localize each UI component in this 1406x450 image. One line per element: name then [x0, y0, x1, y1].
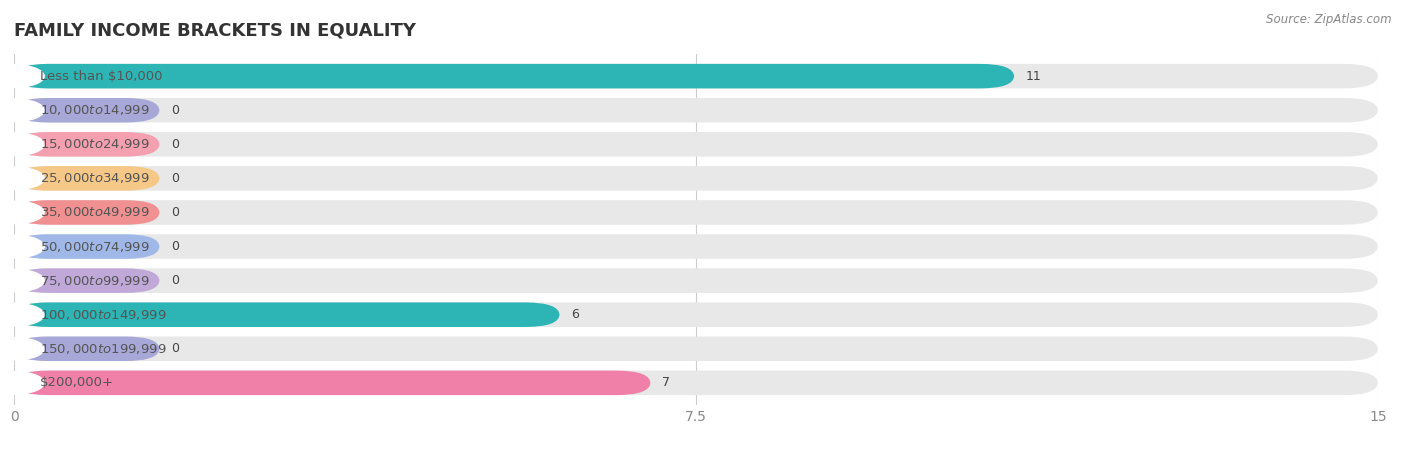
Text: $15,000 to $24,999: $15,000 to $24,999 — [39, 137, 149, 151]
Text: 6: 6 — [571, 308, 579, 321]
Text: $100,000 to $149,999: $100,000 to $149,999 — [39, 308, 166, 322]
Circle shape — [0, 167, 44, 189]
Circle shape — [0, 338, 44, 360]
FancyBboxPatch shape — [14, 166, 1378, 191]
Text: 11: 11 — [1026, 70, 1042, 83]
Text: $200,000+: $200,000+ — [39, 376, 114, 389]
Text: $25,000 to $34,999: $25,000 to $34,999 — [39, 171, 149, 185]
FancyBboxPatch shape — [14, 132, 1378, 157]
FancyBboxPatch shape — [14, 371, 651, 395]
Circle shape — [0, 65, 44, 87]
FancyBboxPatch shape — [14, 200, 1378, 225]
FancyBboxPatch shape — [14, 302, 1378, 327]
FancyBboxPatch shape — [14, 268, 159, 293]
Text: Source: ZipAtlas.com: Source: ZipAtlas.com — [1267, 14, 1392, 27]
FancyBboxPatch shape — [14, 166, 159, 191]
Text: FAMILY INCOME BRACKETS IN EQUALITY: FAMILY INCOME BRACKETS IN EQUALITY — [14, 22, 416, 40]
FancyBboxPatch shape — [14, 98, 159, 122]
FancyBboxPatch shape — [14, 302, 560, 327]
FancyBboxPatch shape — [14, 337, 1378, 361]
FancyBboxPatch shape — [14, 234, 159, 259]
FancyBboxPatch shape — [14, 64, 1378, 88]
Text: 0: 0 — [172, 104, 180, 117]
Circle shape — [0, 201, 44, 224]
FancyBboxPatch shape — [14, 64, 1014, 88]
Text: $50,000 to $74,999: $50,000 to $74,999 — [39, 239, 149, 253]
Text: Less than $10,000: Less than $10,000 — [39, 70, 162, 83]
Text: 0: 0 — [172, 206, 180, 219]
Text: 0: 0 — [172, 240, 180, 253]
Text: $35,000 to $49,999: $35,000 to $49,999 — [39, 206, 149, 220]
FancyBboxPatch shape — [14, 200, 159, 225]
Circle shape — [0, 270, 44, 292]
Circle shape — [0, 303, 44, 326]
FancyBboxPatch shape — [14, 371, 1378, 395]
Circle shape — [0, 235, 44, 258]
FancyBboxPatch shape — [14, 234, 1378, 259]
Text: 0: 0 — [172, 138, 180, 151]
FancyBboxPatch shape — [14, 268, 1378, 293]
FancyBboxPatch shape — [14, 98, 1378, 122]
Text: 0: 0 — [172, 172, 180, 185]
Circle shape — [0, 372, 44, 394]
Text: $75,000 to $99,999: $75,000 to $99,999 — [39, 274, 149, 288]
FancyBboxPatch shape — [14, 337, 159, 361]
Text: 0: 0 — [172, 342, 180, 355]
Text: 0: 0 — [172, 274, 180, 287]
Text: $150,000 to $199,999: $150,000 to $199,999 — [39, 342, 166, 356]
Text: $10,000 to $14,999: $10,000 to $14,999 — [39, 103, 149, 117]
Circle shape — [0, 133, 44, 156]
FancyBboxPatch shape — [14, 132, 159, 157]
Circle shape — [0, 99, 44, 122]
Text: 7: 7 — [662, 376, 671, 389]
